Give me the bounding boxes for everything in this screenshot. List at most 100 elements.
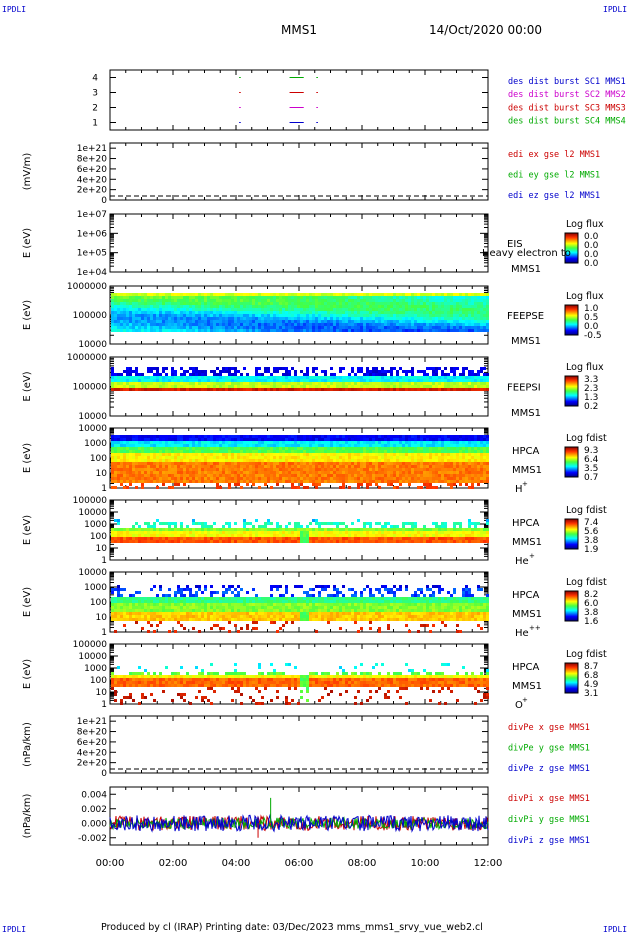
y-tick-label: 100000 (73, 383, 108, 393)
spectrogram-cell (126, 320, 129, 323)
spectrogram-cell (114, 388, 117, 391)
spectrogram-cell (312, 477, 315, 480)
spectrogram-cell (237, 296, 240, 299)
spectrogram-cell (372, 456, 375, 459)
spectrogram-cell (303, 456, 306, 459)
spectrogram-cell (306, 438, 309, 441)
spectrogram-cell (390, 323, 393, 326)
spectrogram-cell (471, 299, 474, 302)
spectrogram-cell (330, 453, 333, 456)
spectrogram-cell (252, 379, 255, 382)
spectrogram-cell (183, 376, 186, 379)
spectrogram-cell (384, 326, 387, 329)
spectrogram-cell (402, 302, 405, 305)
spectrogram-cell (237, 483, 240, 486)
spectrogram-cell (288, 317, 291, 320)
spectrogram-cell (225, 471, 228, 474)
spectrogram-cell (426, 317, 429, 320)
spectrogram-cell (324, 326, 327, 329)
spectrogram-cell (270, 474, 273, 477)
spectrogram-cell (207, 456, 210, 459)
spectrogram-cell (381, 435, 384, 438)
spectrogram-cell (174, 388, 177, 391)
spectrogram-cell (201, 474, 204, 477)
spectrogram-cell (249, 293, 252, 296)
spectrogram-cell (276, 435, 279, 438)
spectrogram-cell (441, 471, 444, 474)
spectrogram-cell (171, 314, 174, 317)
spectrogram-cell (384, 453, 387, 456)
spectrogram-cell (120, 299, 123, 302)
spectrogram-cell (441, 370, 444, 373)
spectrogram-cell (312, 299, 315, 302)
spectrogram-cell (381, 308, 384, 311)
spectrogram-cell (327, 299, 330, 302)
spectrogram-cell (273, 370, 276, 373)
spectrogram-cell (432, 462, 435, 465)
spectrogram-cell (261, 471, 264, 474)
spectrogram-cell (363, 447, 366, 450)
spectrogram-cell (435, 293, 438, 296)
spectrogram-cell (159, 320, 162, 323)
spectrogram-cell (258, 459, 261, 462)
spectrogram-cell (399, 447, 402, 450)
spectrogram-cell (174, 329, 177, 332)
spectrogram-cell (450, 320, 453, 323)
spectrogram-cell (123, 379, 126, 382)
spectrogram-cell (183, 450, 186, 453)
spectrogram-cell (408, 370, 411, 373)
spectrogram-cell (477, 311, 480, 314)
spectrogram-cell (387, 379, 390, 382)
spectrogram-cell (135, 326, 138, 329)
spectrogram-cell (285, 468, 288, 471)
spectrogram-cell (363, 385, 366, 388)
spectrogram-cell (138, 302, 141, 305)
spectrogram-cell (171, 477, 174, 480)
spectrogram-cell (177, 447, 180, 450)
spectrogram-cell (435, 465, 438, 468)
spectrogram-cell (273, 447, 276, 450)
spectrogram-cell (288, 299, 291, 302)
spectrogram-cell (195, 299, 198, 302)
spectrogram-cell (405, 450, 408, 453)
spectrogram-cell (231, 308, 234, 311)
spectrogram-cell (390, 311, 393, 314)
spectrogram-cell (423, 474, 426, 477)
spectrogram-cell (192, 465, 195, 468)
spectrogram-cell (162, 379, 165, 382)
spectrogram-cell (330, 447, 333, 450)
spectrogram-cell (237, 320, 240, 323)
spectrogram-cell (225, 456, 228, 459)
spectrogram-cell (207, 459, 210, 462)
spectrogram-cell (156, 311, 159, 314)
spectrogram-cell (462, 326, 465, 329)
spectrogram-cell (411, 308, 414, 311)
spectrogram-cell (159, 456, 162, 459)
spectrogram-cell (162, 388, 165, 391)
spectrogram-cell (126, 450, 129, 453)
spectrogram-cell (381, 447, 384, 450)
spectrogram-cell (282, 311, 285, 314)
spectrogram-cell (258, 435, 261, 438)
spectrogram-cell (186, 468, 189, 471)
spectrogram-cell (390, 308, 393, 311)
spectrogram-cell (126, 293, 129, 296)
spectrogram-cell (150, 296, 153, 299)
spectrogram-cell (153, 474, 156, 477)
spectrogram-cell (330, 305, 333, 308)
spectrogram-cell (369, 370, 372, 373)
spectrogram-cell (210, 370, 213, 373)
spectrogram-cell (339, 486, 342, 489)
spectrogram-cell (432, 376, 435, 379)
spectrogram-cell (387, 382, 390, 385)
spectrogram-cell (258, 308, 261, 311)
spectrogram-cell (417, 477, 420, 480)
spectrogram-cell (300, 468, 303, 471)
spectrogram-cell (474, 311, 477, 314)
spectrogram-cell (378, 317, 381, 320)
spectrogram-cell (402, 456, 405, 459)
spectrogram-cell (204, 471, 207, 474)
spectrogram-cell (387, 376, 390, 379)
spectrogram-cell (474, 314, 477, 317)
spectrogram-cell (246, 323, 249, 326)
